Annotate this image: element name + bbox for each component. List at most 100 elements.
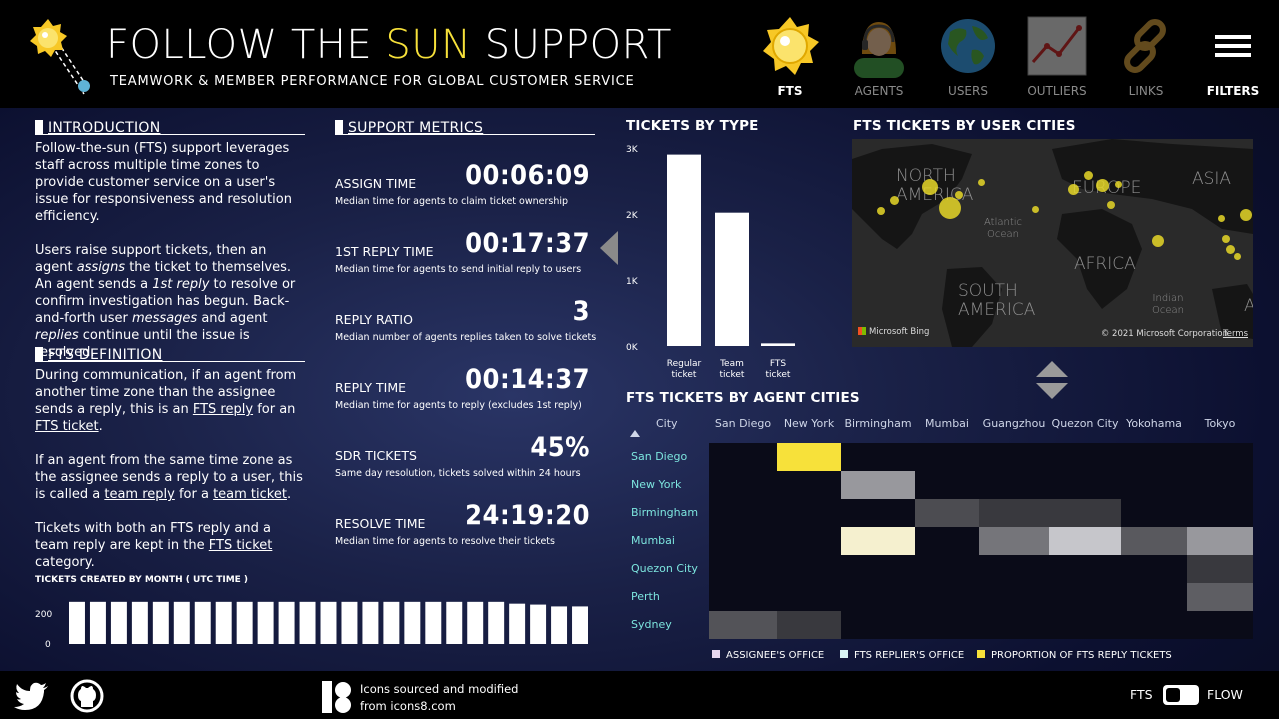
metric-value: 00:06:09 [465,160,590,191]
month-bar[interactable] [89,601,106,644]
month-bar[interactable] [152,601,169,644]
legend-fts-replier-office: FTS REPLIER'S OFFICE [840,650,964,661]
map-city-dot[interactable] [890,196,899,205]
divider [335,134,595,135]
nav-links[interactable]: LINKS [1108,14,1184,98]
nav-label: FILTERS [1206,84,1260,98]
dashboard-subtitle: TEAMWORK & MEMBER PERFORMANCE FOR GLOBAL… [110,74,635,89]
map-city-dot[interactable] [922,179,938,195]
month-bar[interactable] [257,601,274,644]
map-city-dot[interactable] [1222,235,1230,243]
map-copyright: © 2021 Microsoft Corporation [1100,329,1228,339]
heatmap-cell[interactable] [1049,499,1121,527]
map-city-dot[interactable] [1096,179,1109,192]
toggle-up-down-arrow-icon[interactable] [1034,359,1070,401]
map-city-dot[interactable] [1234,253,1241,260]
map-city-dot[interactable] [1226,245,1235,254]
map-city-dot[interactable] [1068,184,1079,195]
month-bar[interactable] [278,601,295,644]
month-bar[interactable] [488,601,505,644]
heatmap-cell[interactable] [1187,583,1253,611]
agent-cities-heatmap[interactable] [709,443,1253,639]
month-bar[interactable] [299,601,316,644]
map-city-dot[interactable] [1107,201,1115,209]
agent-headset-icon [848,14,910,78]
heatmap-cell[interactable] [777,443,841,471]
month-bar[interactable] [509,603,526,644]
nav-fts[interactable]: FTS [752,14,828,98]
heatmap-cell[interactable] [1049,527,1121,555]
fts-flow-toggle[interactable] [1163,685,1199,705]
metric-value: 24:19:20 [465,500,590,531]
map-city-dot[interactable] [978,179,985,186]
month-bar[interactable] [530,604,547,644]
month-bar[interactable] [572,606,588,644]
map-city-dot[interactable] [1218,215,1225,222]
bar[interactable] [715,212,749,346]
fts-definition-text: During communication, if an agent from a… [35,368,303,570]
month-bar[interactable] [425,601,442,644]
heatmap-cell[interactable] [709,611,777,639]
nav-label: LINKS [1128,84,1164,98]
nav-filters[interactable]: FILTERS [1195,14,1271,98]
heatmap-cell[interactable] [979,499,1049,527]
month-bar[interactable] [551,606,568,644]
twitter-icon[interactable] [14,682,50,712]
month-bar[interactable] [131,601,148,644]
heatmap-cell[interactable] [841,471,915,499]
month-bar[interactable] [236,601,253,644]
y-tick-label: 0K [626,343,639,353]
map-city-dot[interactable] [1115,181,1122,188]
month-bar[interactable] [110,601,127,644]
map-city-dot[interactable] [939,197,961,219]
bar[interactable] [667,154,701,346]
heatmap-cell[interactable] [1121,527,1187,555]
previous-page-arrow-icon[interactable] [600,231,618,265]
bar[interactable] [761,343,795,346]
nav-outliers[interactable]: OUTLIERS [1019,14,1095,98]
heatmap-cell[interactable] [1187,527,1253,555]
heatmap-cell[interactable] [915,499,979,527]
y-tick-label: 0 [45,640,51,650]
heatmap-column-header: San Diego [714,417,772,430]
month-bar[interactable] [320,601,337,644]
map-label-atlantic-ocean: Atlantic Ocean [984,217,1023,240]
introduction-heading: INTRODUCTION [35,120,160,136]
heatmap-cell[interactable] [1187,555,1253,583]
github-icon[interactable] [70,679,104,713]
month-bar[interactable] [467,601,484,644]
month-bar[interactable] [404,601,421,644]
month-bar[interactable] [173,601,190,644]
divider [35,361,305,362]
dashboard-title: FOLLOW THE SUN SUPPORT [106,22,672,68]
map-city-dot[interactable] [1084,171,1093,180]
fts-definition-heading: FTS DEFINITION [35,347,162,363]
nav-agents[interactable]: AGENTS [841,14,917,98]
metric-value: 3 [572,296,590,327]
line-chart-icon [1026,14,1088,78]
heatmap-cell[interactable] [841,527,915,555]
map-city-dot[interactable] [1032,206,1039,213]
map-terms-link[interactable]: Terms [1222,329,1248,339]
month-bar[interactable] [341,601,358,644]
month-bar[interactable] [69,601,85,644]
map-city-dot[interactable] [877,207,885,215]
toggle-label-flow: FLOW [1207,687,1243,702]
month-bar[interactable] [362,601,379,644]
sort-ascending-icon[interactable] [630,430,640,438]
map-city-dot[interactable] [1240,209,1252,221]
heatmap-cell[interactable] [777,611,841,639]
month-bar[interactable] [215,601,232,644]
map-city-dot[interactable] [1152,235,1164,247]
heatmap-cell[interactable] [979,527,1049,555]
map-city-dot[interactable] [955,191,963,199]
month-bar[interactable] [194,601,211,644]
month-bar[interactable] [446,601,463,644]
month-bar[interactable] [383,601,400,644]
toggle-label-fts: FTS [1130,687,1153,702]
tickets-by-type-title: TICKETS BY TYPE [626,118,759,134]
nav-users[interactable]: USERS [930,14,1006,98]
globe-icon [937,14,999,78]
